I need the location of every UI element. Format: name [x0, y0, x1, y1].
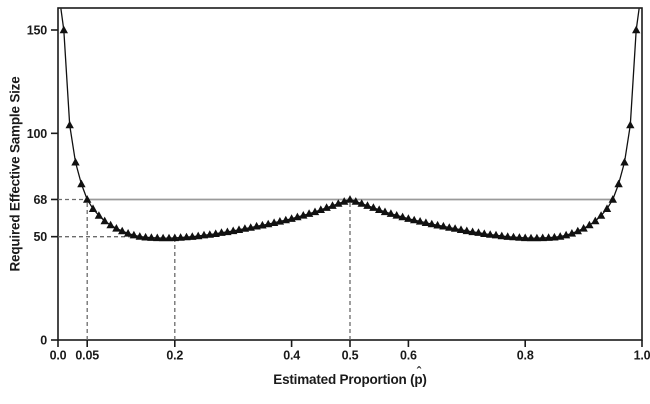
y-tick-label: 100 — [27, 127, 48, 141]
p-hat-letter: p — [414, 372, 423, 387]
plot-frame — [57, 7, 643, 341]
series-markers — [59, 25, 641, 242]
x-tick-label: 0.8 — [517, 349, 534, 363]
y-tick-label: 0 — [40, 334, 47, 348]
x-tick-label: 0.6 — [400, 349, 417, 363]
hat-accent: ˆ — [416, 364, 421, 380]
y-tick-label: 50 — [33, 230, 47, 244]
x-tick-label: 0.0 — [50, 349, 67, 363]
x-tick-label: 0.4 — [283, 349, 300, 363]
y-tick-label: 150 — [27, 24, 48, 38]
y-axis-title: Required Effective Sample Size — [8, 76, 23, 271]
x-axis-title: Estimated Proportion (p ˆ) — [273, 365, 427, 387]
x-axis-title-prefix: Estimated Proportion ( — [273, 372, 415, 387]
y-axis-title-text: Required Effective Sample Size — [7, 76, 23, 272]
x-tick-label: 0.5 — [342, 349, 359, 363]
x-tick-label: 0.2 — [166, 349, 183, 363]
x-axis-title-suffix: ) — [422, 372, 427, 387]
x-tick-label: 1.0 — [634, 349, 650, 363]
x-tick-label: 0.05 — [75, 349, 99, 363]
y-tick-label: 68 — [33, 193, 47, 207]
